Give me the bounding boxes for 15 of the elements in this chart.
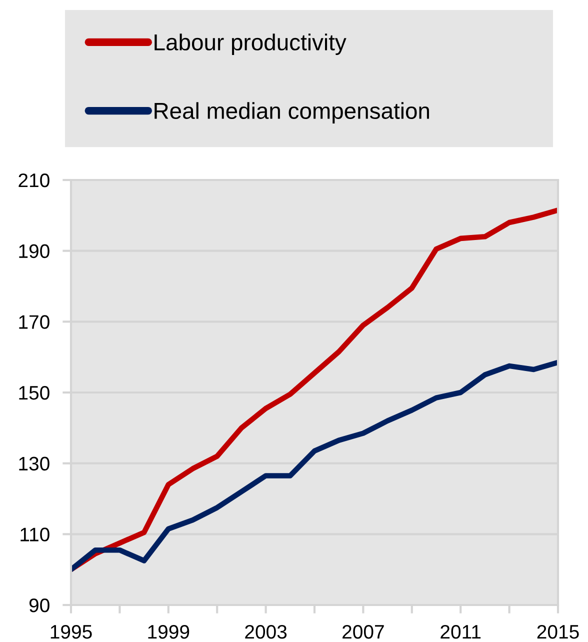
y-tick-label: 90 xyxy=(29,598,50,612)
legend-label: Real median compensation xyxy=(154,102,429,124)
y-tick-label: 190 xyxy=(19,244,50,258)
y-tick-label: 150 xyxy=(19,386,50,400)
x-tick-label: 2011 xyxy=(440,624,481,639)
x-tick-label: 1999 xyxy=(148,624,190,639)
x-tick-label: 2015 xyxy=(537,624,579,639)
x-tick-label: 1995 xyxy=(50,624,92,639)
x-tick-label: 2003 xyxy=(245,624,287,639)
y-tick-label: 210 xyxy=(18,173,50,188)
x-tick-label: 2007 xyxy=(342,624,384,639)
y-tick-label: 130 xyxy=(19,456,50,471)
y-tick-label: 110 xyxy=(20,528,50,542)
legend-label: Labour productivity xyxy=(154,34,346,55)
y-tick-label: 170 xyxy=(19,315,50,329)
